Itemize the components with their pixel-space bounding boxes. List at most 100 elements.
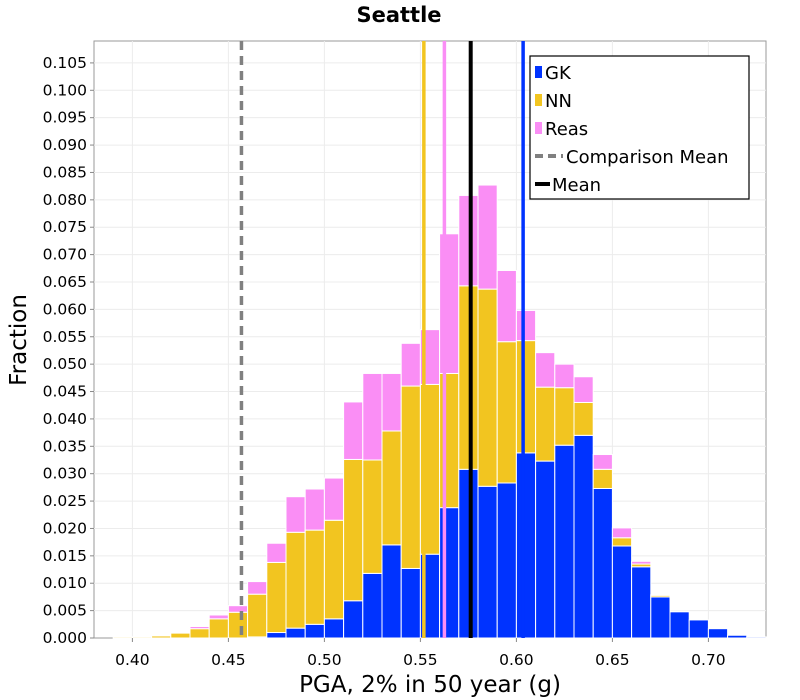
bar-gk [669, 611, 690, 639]
x-tick-label: 0.45 [211, 651, 246, 669]
bar-nn [343, 458, 364, 602]
mean-lines [239, 41, 525, 638]
bar-reas [151, 634, 172, 637]
bar-gk [611, 545, 633, 639]
y-tick-label: 0.060 [43, 300, 87, 318]
bar-reas [458, 194, 479, 287]
x-axis-label: PGA, 2% in 50 year (g) [299, 672, 561, 698]
bar-nn [535, 386, 556, 462]
y-tick-label: 0.030 [43, 465, 87, 483]
bar-reas [189, 625, 210, 630]
bar-gk [439, 507, 460, 639]
bar-gk [496, 482, 517, 639]
bar-gk [458, 468, 479, 639]
bar-reas [439, 233, 460, 374]
bar-gk [477, 485, 498, 639]
bar-reas [611, 527, 633, 539]
bar-reas [477, 184, 498, 290]
x-tick-label: 0.65 [595, 651, 630, 669]
y-tick-label: 0.065 [43, 273, 87, 291]
y-tick-label: 0.025 [43, 492, 87, 510]
bar-gk [650, 596, 671, 639]
y-tick-label: 0.045 [43, 383, 87, 401]
legend-swatch-reas [535, 122, 542, 134]
bar-gk [285, 627, 306, 639]
y-axis-ticks: 0.000 0.005 0.010 0.015 0.020 0.025 0.030 0.035… [43, 54, 94, 647]
bar-reas [554, 363, 575, 389]
legend-swatch-gk [535, 66, 542, 78]
bar-reas [323, 477, 345, 521]
bar-reas [592, 454, 613, 470]
bar-nn [208, 618, 229, 639]
legend-label-nn: NN [545, 91, 572, 112]
bar-gk [323, 618, 345, 639]
bar-gk [554, 444, 575, 639]
bar-nn [362, 459, 383, 574]
y-tick-label: 0.020 [43, 519, 87, 537]
bar-nn [400, 385, 421, 569]
bar-nn [247, 593, 268, 638]
y-tick-label: 0.055 [43, 328, 87, 346]
bar-gk [707, 628, 729, 639]
legend-label-mean: Mean [552, 175, 601, 196]
y-tick-label: 0.095 [43, 109, 87, 127]
x-tick-label: 0.40 [115, 651, 150, 669]
bar-nn [592, 468, 613, 489]
x-tick-label: 0.55 [403, 651, 438, 669]
bar-reas [381, 372, 402, 432]
bar-reas [362, 372, 383, 461]
y-tick-label: 0.040 [43, 410, 87, 428]
bar-gk [592, 487, 613, 639]
bar-reas [285, 496, 306, 533]
bar-reas [170, 632, 191, 634]
bar-nn [381, 430, 402, 546]
bar-gk [362, 572, 383, 639]
y-tick-label: 0.105 [43, 54, 87, 72]
y-tick-label: 0.005 [43, 602, 87, 620]
bar-reas [515, 309, 537, 342]
bar-nn [285, 531, 306, 629]
bar-reas [208, 614, 229, 620]
chart-title: Seattle [356, 3, 441, 27]
bar-gk [688, 619, 709, 639]
bar-gk [535, 460, 556, 639]
bar-gk [573, 434, 594, 639]
y-tick-label: 0.050 [43, 355, 87, 373]
y-axis-label: Fraction [6, 294, 32, 386]
legend-label-gk: GK [545, 63, 572, 84]
bar-nn [131, 636, 153, 639]
x-tick-label: 0.70 [691, 651, 726, 669]
bar-gk [727, 634, 748, 639]
bar-nn [266, 561, 287, 634]
bar-gk [746, 636, 767, 639]
y-tick-label: 0.080 [43, 191, 87, 209]
bar-reas [573, 376, 594, 403]
bar-nn [515, 340, 537, 454]
bar-reas [631, 560, 652, 565]
y-tick-label: 0.070 [43, 246, 87, 264]
bar-nn [304, 529, 325, 625]
bar-reas [247, 581, 268, 595]
bar-nn [611, 537, 633, 547]
y-tick-label: 0.015 [43, 547, 87, 565]
bar-nn [477, 288, 498, 487]
y-tick-label: 0.075 [43, 218, 87, 236]
y-tick-label: 0.085 [43, 163, 87, 181]
legend-label-reas: Reas [545, 119, 588, 140]
bar-nn [669, 610, 690, 613]
y-tick-label: 0.090 [43, 136, 87, 154]
bar-nn [496, 341, 517, 484]
x-tick-label: 0.50 [307, 651, 342, 669]
y-tick-label: 0.035 [43, 437, 87, 455]
bar-reas [227, 605, 249, 613]
y-tick-label: 0.010 [43, 574, 87, 592]
legend: GK NN Reas Comparison Mean Mean [529, 55, 750, 200]
bar-nn [323, 519, 345, 620]
bar-gk [515, 452, 537, 639]
bar-nn [170, 632, 191, 639]
bar-gk [381, 544, 402, 639]
bar-nn [439, 372, 460, 509]
bar-nn [554, 387, 575, 446]
legend-swatch-nn [535, 94, 542, 106]
legend-label-comparison-mean: Comparison Mean [566, 147, 729, 168]
